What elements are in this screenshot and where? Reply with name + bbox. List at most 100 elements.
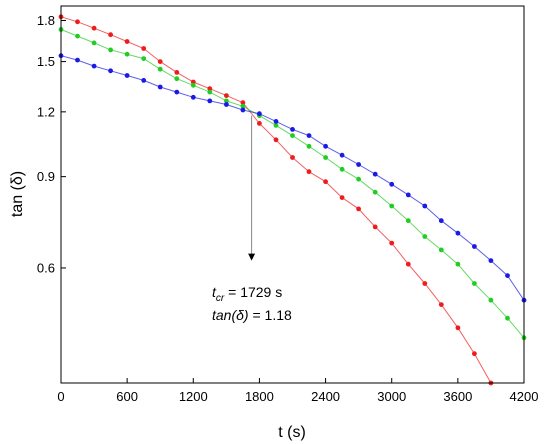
y-axis-title: tan (δ) [9,171,26,217]
data-point [455,261,461,267]
data-point [273,119,279,124]
data-point [438,302,444,307]
data-point [472,281,477,286]
series-line-0 [60,16,492,384]
data-point [75,33,80,39]
data-point [157,84,163,90]
data-point [389,181,395,187]
data-point [75,19,80,25]
data-point [472,244,477,249]
data-point [405,192,411,198]
data-point [438,218,444,224]
data-point [91,63,97,69]
data-point [422,281,428,286]
data-point [91,25,97,31]
data-point [190,82,196,88]
data-point [323,155,328,160]
data-point [505,315,510,321]
data-point [257,121,262,126]
tcr-annotation: tcr = 1729 s [212,284,282,304]
y-tick-label: 1.5 [37,54,55,69]
data-point [306,169,312,175]
x-tick-label: 0 [57,389,64,404]
data-point [290,155,295,160]
data-point [157,66,163,72]
data-point [356,162,361,167]
data-point [405,218,411,224]
data-point [257,111,262,117]
data-point [240,107,246,113]
data-point [157,59,163,64]
data-point [224,93,229,98]
data-point [108,32,113,38]
tan-value: = 1.18 [249,307,292,323]
data-point [356,206,361,212]
data-point [207,98,213,104]
data-point [273,123,279,128]
data-point [306,143,312,149]
data-point [190,79,196,85]
annotation-arrow-head [248,253,256,261]
data-point [438,247,444,253]
data-point [323,179,328,185]
series-line-1 [60,29,525,339]
data-point [389,240,395,246]
y-tick-label: 1.8 [37,13,55,28]
y-tick-label: 0.9 [37,169,55,184]
data-point [124,51,130,57]
data-point [190,94,196,100]
data-point [422,234,428,239]
plot-frame [60,5,525,384]
data-point [108,68,113,74]
data-point [372,189,378,195]
data-point [455,325,461,331]
x-tick-label: 3600 [443,389,472,404]
ticks-layer: 0 600 1200 1800 2400 3000 3600 4200 0.6 0.9 1.2 1.5… [37,13,539,404]
data-point [389,203,395,209]
data-point [240,100,246,106]
tcr-sub: cr [216,293,225,304]
data-point [174,70,180,75]
x-tick-label: 3000 [377,389,406,404]
data-point [405,261,411,267]
data-point [124,73,130,78]
data-point [108,47,113,53]
tcr-main: t [212,284,217,300]
data-point [290,126,295,132]
x-tick-label: 1200 [179,389,208,404]
x-axis-title: t (s) [278,424,306,441]
data-point [339,152,345,158]
data-point [356,176,361,182]
data-point [455,230,461,236]
y-tick-label: 1.2 [37,104,55,119]
data-point [306,133,312,139]
data-point [91,40,97,46]
tcr-value: = 1729 s [224,284,282,300]
data-point [339,166,345,172]
data-point [472,351,477,357]
tan-label: tan(δ) [212,307,249,323]
data-point [372,171,378,177]
data-point [372,224,378,230]
x-tick-label: 2400 [311,389,340,404]
data-point [273,137,279,143]
data-point [505,273,510,278]
y-tick-label: 0.6 [37,260,55,275]
data-point [224,98,229,104]
tan-annotation: tan(δ) = 1.18 [212,307,292,323]
data-point [207,89,213,95]
data-point [339,195,345,201]
data-point [141,56,147,61]
data-point [75,57,80,63]
data-point [124,39,130,44]
data-point [488,297,494,303]
data-point [141,78,147,83]
data-point [240,103,246,109]
series-line-2 [60,55,525,301]
annotation-layer [248,115,256,261]
x-tick-label: 600 [116,389,138,404]
data-point [224,102,229,107]
series-layer [58,14,527,386]
data-point [488,258,494,263]
